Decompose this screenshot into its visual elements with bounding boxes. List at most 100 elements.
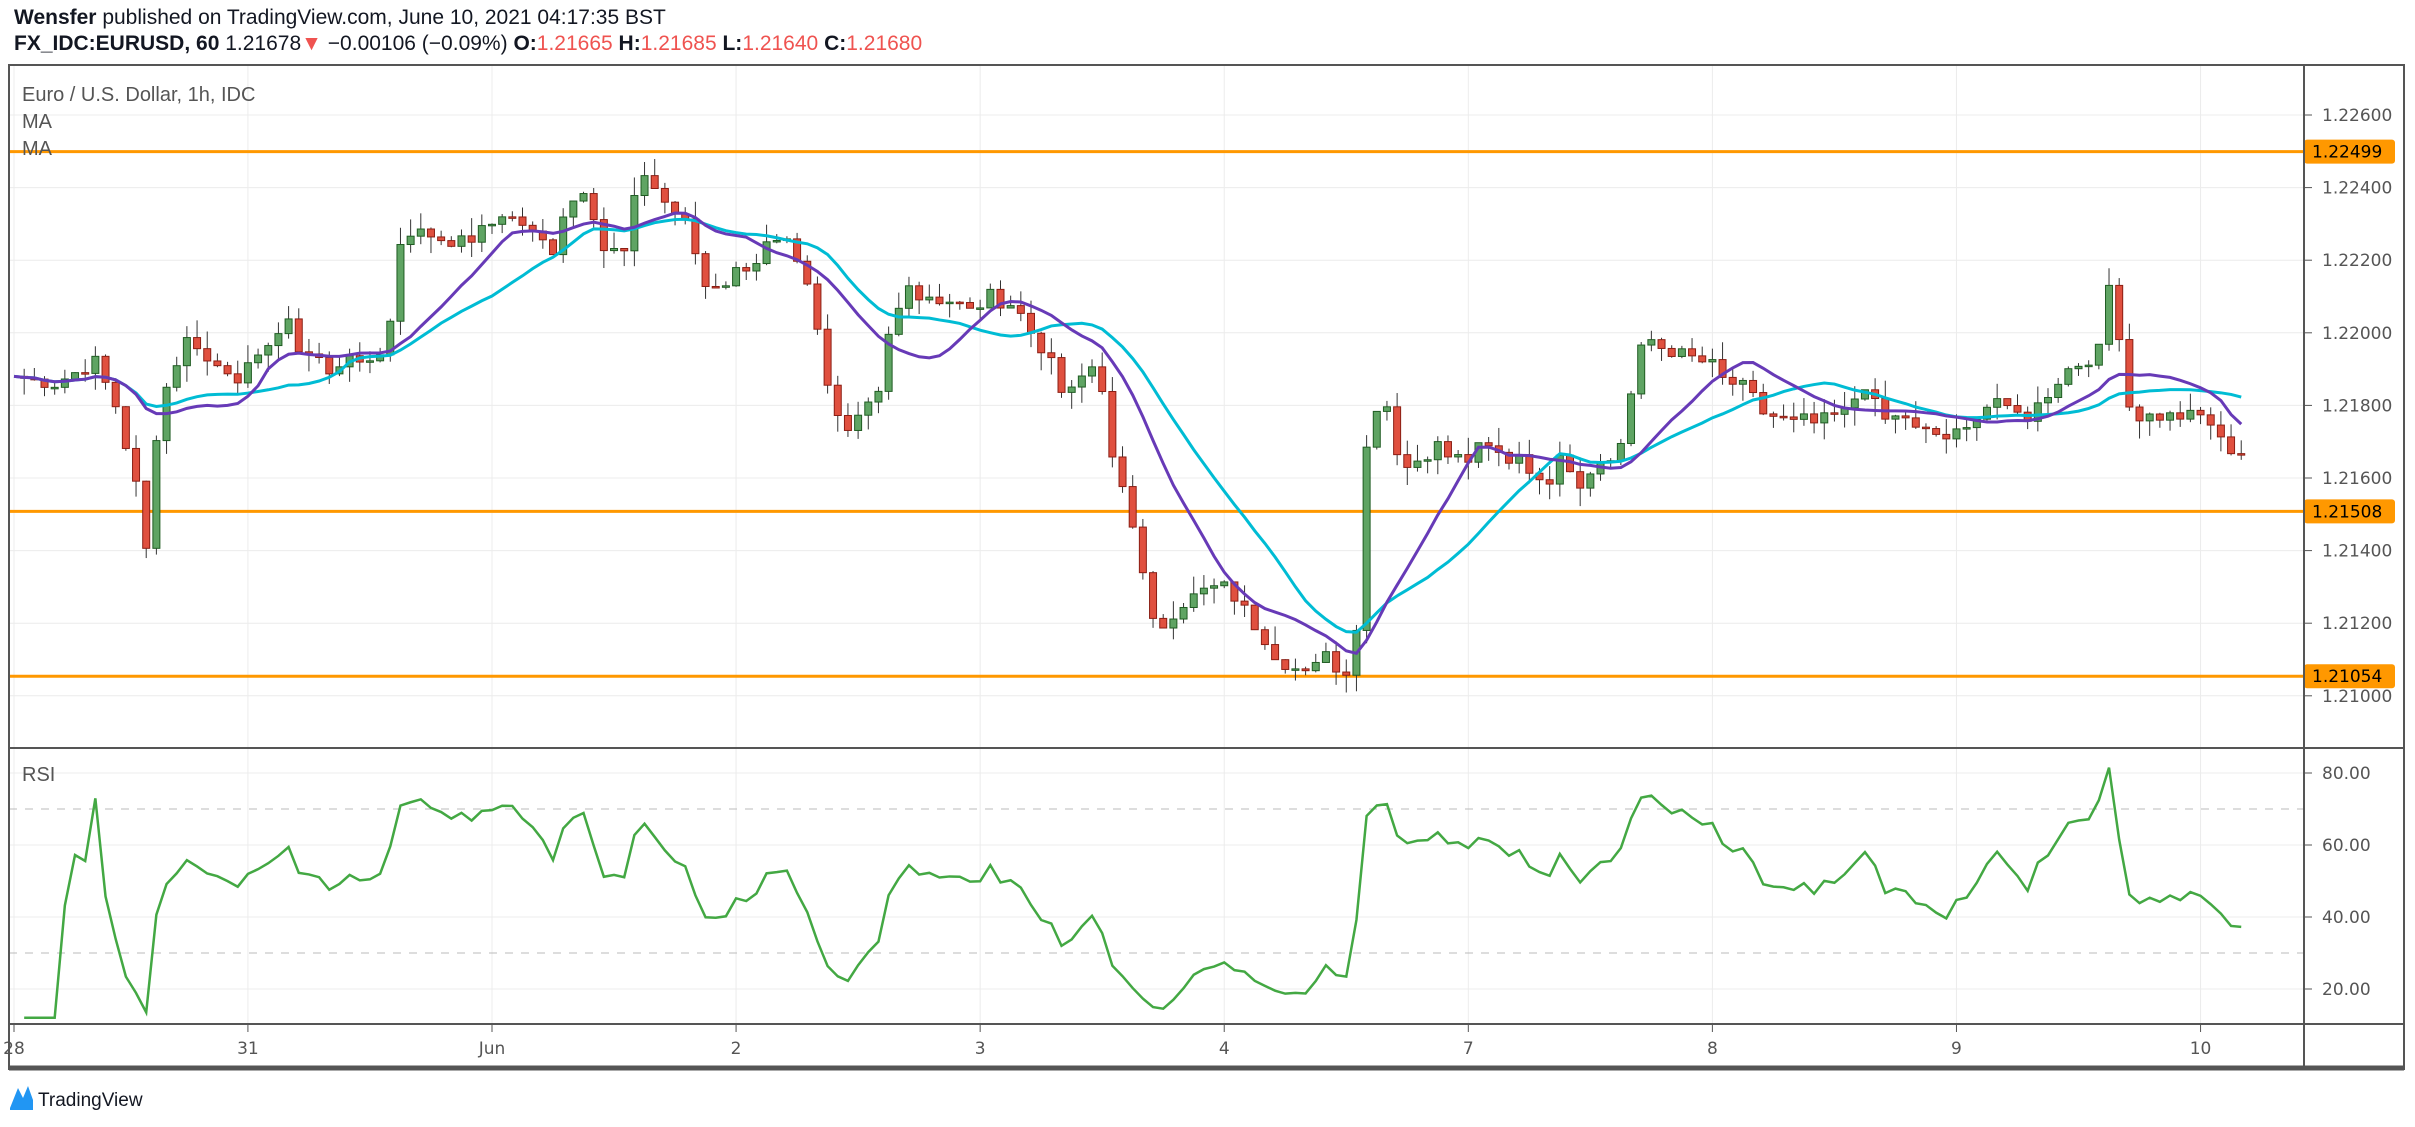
candle-down (1484, 442, 1493, 447)
horizontal-levels[interactable]: 1.22499 1.21508 1.21054 (9, 139, 2395, 689)
candle-up (752, 263, 761, 272)
candle-down (1027, 312, 1035, 334)
candle-down (549, 239, 558, 256)
candle-up (1820, 412, 1829, 424)
time-label: 4 (1219, 1039, 1230, 1059)
candle-up (1962, 427, 1971, 430)
candle-down (1728, 376, 1737, 385)
high-value: 1.21685 (640, 32, 717, 55)
level-price-badge (2304, 499, 2395, 524)
candle-up (610, 247, 619, 252)
candle-up (264, 345, 273, 356)
low-value: 1.21640 (742, 32, 819, 55)
price-label: 1.22400 (2322, 179, 2392, 199)
open-value: 1.21665 (536, 32, 613, 55)
candle-down (1149, 572, 1158, 619)
candle-down (1403, 454, 1412, 468)
candle-down (1779, 415, 1788, 419)
candle-down (915, 285, 924, 301)
rsi-label: 80.00 (2322, 764, 2371, 784)
candle-up (172, 365, 181, 388)
candle-down (142, 480, 151, 549)
last-price: 1.21678 (225, 32, 302, 55)
price-label: 1.21800 (2322, 396, 2392, 416)
candle-up (1210, 585, 1219, 589)
candle-down (620, 247, 629, 252)
candles (20, 159, 2246, 693)
candle-down (1657, 339, 1666, 349)
ma-legend-1[interactable]: MA (22, 111, 53, 133)
candle-down (121, 406, 130, 449)
candle-down (2196, 409, 2205, 416)
candle-up (864, 401, 873, 416)
candle-down (1810, 413, 1819, 424)
candle-down (1342, 671, 1351, 676)
candle-up (1993, 398, 2002, 408)
candle-down (1118, 456, 1127, 488)
candle-up (2084, 364, 2093, 368)
candle-down (223, 365, 232, 375)
candle-up (986, 288, 995, 309)
candle-up (1372, 410, 1381, 448)
candle-down (1128, 486, 1137, 528)
candle-down (1688, 348, 1697, 357)
rsi-pane (24, 767, 2242, 1020)
candle-up (1006, 305, 1015, 309)
candle-up (1088, 366, 1097, 377)
chart-title: Euro / U.S. Dollar, 1h, IDC (22, 84, 255, 106)
candle-down (1789, 416, 1798, 420)
candle-up (762, 241, 771, 265)
candle-up (274, 333, 283, 347)
candle-up (1362, 446, 1371, 631)
candle-down (111, 381, 120, 408)
candle-up (477, 225, 486, 243)
candle-up (884, 333, 893, 392)
candle-up (1311, 661, 1320, 672)
level-price-badge (2304, 664, 2395, 689)
candle-down (1769, 413, 1778, 417)
time-label: 8 (1707, 1039, 1718, 1059)
candle-down (711, 285, 720, 289)
candle-down (1881, 398, 1890, 420)
ma-legend-2[interactable]: MA (22, 138, 53, 160)
candle-up (874, 390, 883, 403)
candle-down (2115, 284, 2124, 341)
tradingview-logo[interactable]: TradingView (10, 1086, 143, 1111)
level-price-badge (2304, 139, 2395, 164)
candle-up (2145, 413, 2154, 422)
ma-slow-line (13, 217, 2242, 634)
candle-down (1830, 412, 1839, 415)
candle-down (1718, 359, 1727, 378)
published-text: published on TradingView.com, June 10, 2… (102, 6, 666, 29)
level-price-label: 1.21054 (2312, 667, 2382, 687)
author[interactable]: Wensfer (14, 6, 97, 29)
candle-down (1108, 391, 1117, 458)
candle-up (569, 200, 578, 218)
candle-up (60, 378, 69, 388)
level-price-label: 1.21508 (2312, 502, 2382, 522)
candle-down (1504, 451, 1513, 464)
candle-down (1159, 617, 1168, 629)
candle-down (1901, 415, 1910, 419)
candle-down (1138, 526, 1147, 574)
candle-down (447, 240, 456, 247)
candle-down (101, 355, 110, 383)
candle-up (1677, 348, 1686, 357)
candle-up (2054, 383, 2063, 399)
candle-up (498, 216, 507, 225)
symbol: FX_IDC:EURUSD, 60 (14, 32, 220, 55)
moving-averages (13, 211, 2243, 656)
candle-down (233, 373, 242, 384)
candle-up (2166, 412, 2175, 421)
candle-up (976, 307, 985, 310)
candle-down (1332, 651, 1341, 673)
rsi-label: 60.00 (2322, 836, 2371, 856)
candle-up (254, 354, 263, 364)
candle-up (732, 267, 741, 287)
rsi-legend[interactable]: RSI (22, 764, 55, 786)
price-label: 1.21600 (2322, 469, 2392, 489)
candle-down (589, 193, 598, 221)
candle-up (1616, 442, 1625, 462)
candle-up (152, 440, 161, 549)
